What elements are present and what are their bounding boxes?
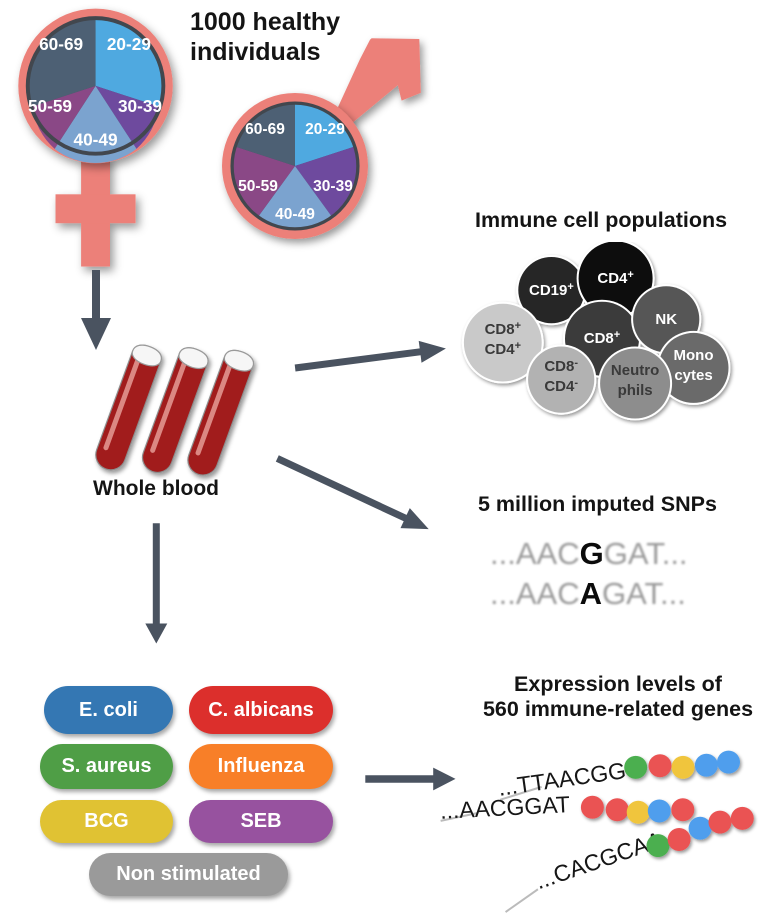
svg-text:...CACGCAA: ...CACGCAA bbox=[532, 826, 667, 894]
svg-text:...AACGGAT: ...AACGGAT bbox=[439, 791, 570, 824]
